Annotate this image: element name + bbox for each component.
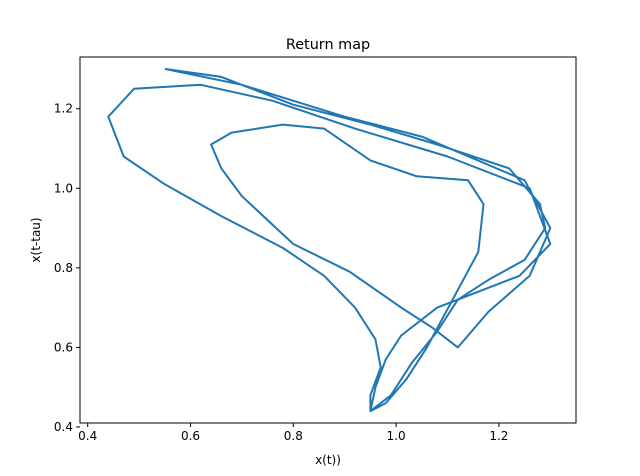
y-axis-label: x(t-tau): [29, 217, 43, 262]
x-tick-label: 0.8: [284, 429, 303, 443]
return-map-line-0: [107, 67, 552, 413]
y-tick-label: 0.8: [54, 261, 73, 275]
x-tick-label: 0.6: [181, 429, 200, 443]
plot-content: [107, 67, 552, 413]
chart-title: Return map: [286, 37, 370, 53]
y-axis-ticks: 0.4 0.6 0.8 1.0 1.2: [54, 102, 80, 434]
plot-frame: [79, 56, 577, 424]
x-tick-label: 0.4: [78, 429, 97, 443]
y-tick-label: 1.2: [54, 102, 73, 116]
y-tick-label: 0.6: [54, 340, 73, 354]
x-axis-label: x(t)): [315, 453, 341, 467]
y-tick-label: 1.0: [54, 181, 73, 195]
y-tick-label: 0.4: [54, 420, 73, 434]
x-tick-label: 1.0: [387, 429, 406, 443]
x-tick-label: 1.2: [489, 429, 508, 443]
x-axis-ticks: 0.4 0.6 0.8 1.0 1.2: [78, 423, 508, 443]
